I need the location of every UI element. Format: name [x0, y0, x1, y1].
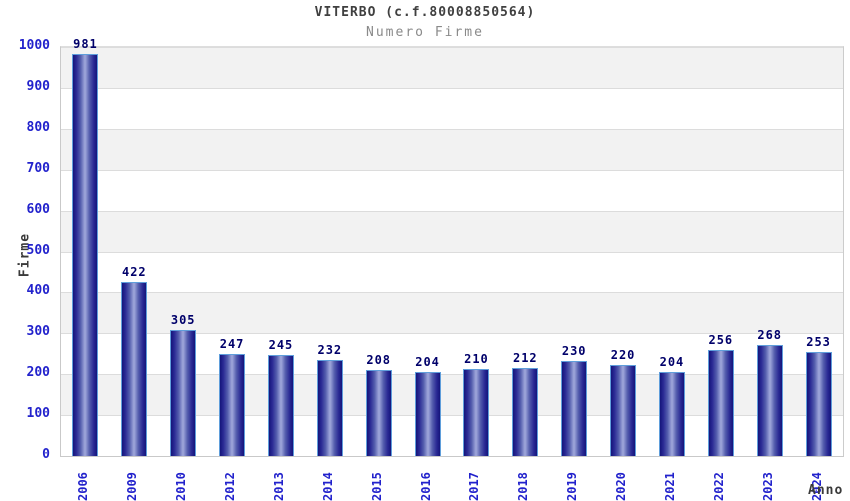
x-tick-label: 2009 — [125, 472, 140, 501]
y-tick-label: 800 — [26, 119, 50, 135]
bar-value-label: 256 — [708, 333, 734, 348]
bar-2016 — [414, 371, 441, 456]
y-tick-label: 500 — [26, 242, 50, 258]
x-axis-ticks: 2006 2009 2010 2012 2013 2014 2015 2016 2017 2018… — [0, 455, 850, 501]
x-tick-label: 2014 — [320, 472, 335, 501]
bar-2020 — [610, 365, 637, 456]
bar-2014 — [316, 360, 343, 456]
gridline — [61, 333, 843, 335]
plot-band — [61, 87, 843, 129]
x-tick-label: 2016 — [418, 472, 433, 501]
bar-value-label: 210 — [464, 352, 489, 367]
plot-band — [61, 169, 843, 211]
y-axis-ticks: 0 100 200 300 400 500 600 700 800 900 1000 — [0, 38, 54, 462]
gridline — [61, 251, 843, 253]
plot-band — [61, 128, 843, 170]
x-tick-label: 2018 — [516, 472, 531, 501]
bar-2017 — [463, 369, 490, 456]
bar-value-label: 220 — [610, 348, 636, 363]
y-tick-label: 200 — [26, 365, 50, 381]
gridline — [61, 415, 843, 417]
y-tick-label: 100 — [26, 406, 50, 422]
x-tick-label: 2022 — [711, 472, 726, 501]
bar-value-label: 247 — [219, 336, 245, 351]
gridline — [61, 169, 843, 171]
x-axis-label: Anno — [808, 483, 844, 498]
bar-2024 — [805, 351, 832, 456]
y-tick-label: 900 — [26, 78, 50, 94]
x-tick-label: 2006 — [76, 472, 91, 501]
y-tick-label: 1000 — [18, 38, 50, 53]
chart-subtitle: Numero Firme — [366, 25, 484, 40]
bar-2018 — [512, 368, 539, 456]
y-tick-label: 400 — [26, 283, 50, 299]
bar-value-label: 204 — [415, 354, 440, 369]
y-tick-label: 300 — [26, 324, 50, 340]
bar-2022 — [707, 350, 734, 456]
plot-area: 981 422 305 247 245 232 208 204 210 212 230 220 204 2… — [60, 37, 844, 457]
bar-2023 — [756, 345, 783, 456]
y-tick-label: 700 — [26, 160, 50, 176]
gridline — [61, 87, 843, 89]
bar-2012 — [219, 353, 246, 456]
x-tick-label: 2020 — [614, 472, 629, 501]
bar-2006 — [72, 53, 99, 456]
plot-band — [61, 47, 843, 88]
bar-2009 — [121, 282, 148, 456]
x-tick-label: 2023 — [760, 472, 775, 501]
x-tick-label: 2019 — [565, 472, 580, 501]
bar-value-label: 305 — [170, 313, 196, 328]
x-tick-label: 2012 — [223, 472, 238, 501]
plot-band — [61, 251, 843, 293]
y-tick-label: 0 — [42, 447, 50, 462]
bar-2021 — [658, 371, 685, 456]
gridline — [61, 47, 843, 48]
gridline — [61, 292, 843, 294]
plot-band — [61, 210, 843, 252]
bar-value-label: 253 — [806, 334, 831, 349]
bar-value-label: 232 — [317, 343, 343, 358]
bar-value-label: 208 — [366, 352, 392, 367]
x-tick-label: 2013 — [271, 472, 286, 501]
x-tick-label: 2017 — [467, 472, 482, 501]
bar-value-label: 422 — [121, 265, 147, 280]
gridline — [61, 210, 843, 212]
y-tick-label: 600 — [26, 201, 50, 217]
gridline — [61, 374, 843, 376]
bar-value-label: 212 — [512, 351, 538, 366]
bar-value-label: 204 — [659, 354, 685, 369]
bar-2019 — [561, 360, 588, 456]
x-tick-label: 2021 — [662, 472, 677, 501]
x-tick-label: 2015 — [369, 472, 384, 501]
bar-value-label: 245 — [268, 337, 294, 352]
x-tick-label: 2010 — [174, 472, 189, 501]
bar-2015 — [365, 369, 392, 456]
bar-value-label: 230 — [561, 343, 587, 358]
bar-value-label: 268 — [757, 328, 783, 343]
chart-title: VITERBO (c.f.80008850564) — [314, 5, 536, 20]
gridline — [61, 128, 843, 130]
plot-band — [61, 292, 843, 334]
bar-2013 — [267, 354, 294, 456]
bar-value-label: 981 — [73, 36, 98, 51]
bar-2010 — [170, 330, 197, 456]
